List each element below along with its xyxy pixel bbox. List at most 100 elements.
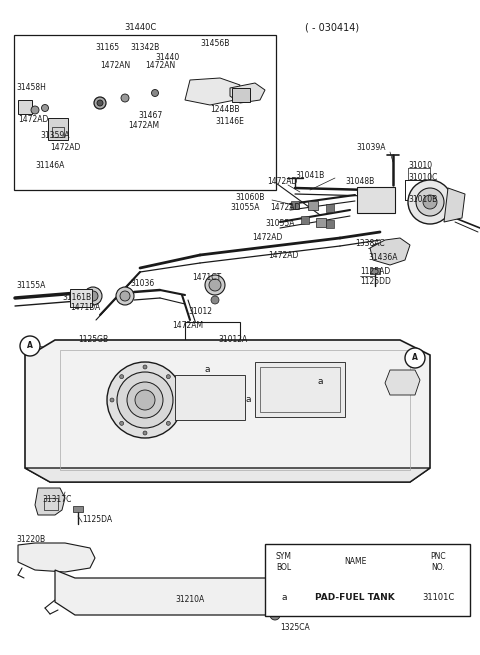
Circle shape bbox=[31, 106, 39, 114]
Text: 31101C: 31101C bbox=[422, 593, 455, 603]
Text: 1472AD: 1472AD bbox=[18, 115, 48, 124]
Text: 31010C: 31010C bbox=[408, 174, 437, 183]
Circle shape bbox=[405, 348, 425, 368]
Bar bbox=[54, 342, 62, 349]
Text: 1472AD: 1472AD bbox=[270, 204, 300, 212]
Text: 31055A: 31055A bbox=[265, 219, 295, 229]
Text: 1244BB: 1244BB bbox=[210, 105, 240, 115]
Text: ( - 030414): ( - 030414) bbox=[305, 22, 359, 32]
Circle shape bbox=[211, 296, 219, 304]
Circle shape bbox=[120, 421, 124, 425]
Circle shape bbox=[116, 287, 134, 305]
Polygon shape bbox=[444, 188, 465, 222]
Text: 31210A: 31210A bbox=[175, 595, 204, 605]
Text: 31146E: 31146E bbox=[215, 117, 244, 126]
Bar bbox=[232, 88, 250, 102]
Text: 1125AD: 1125AD bbox=[360, 267, 390, 276]
Circle shape bbox=[97, 100, 103, 106]
Text: a: a bbox=[245, 396, 251, 405]
Circle shape bbox=[167, 375, 170, 379]
Text: a: a bbox=[317, 377, 323, 386]
Polygon shape bbox=[385, 370, 420, 395]
Text: 31146A: 31146A bbox=[35, 160, 64, 170]
Text: 31055A: 31055A bbox=[230, 204, 260, 212]
Text: 31165: 31165 bbox=[95, 43, 119, 52]
Text: A: A bbox=[412, 354, 418, 362]
Bar bbox=[18, 100, 32, 114]
Polygon shape bbox=[25, 340, 430, 482]
Text: SYM
BOL: SYM BOL bbox=[276, 552, 292, 572]
Bar bbox=[44, 498, 58, 510]
Circle shape bbox=[270, 610, 280, 620]
Text: 31041B: 31041B bbox=[295, 170, 324, 179]
Bar bbox=[265, 544, 470, 616]
Circle shape bbox=[120, 375, 124, 379]
Text: 31440C: 31440C bbox=[124, 22, 156, 31]
Circle shape bbox=[372, 244, 380, 252]
Circle shape bbox=[135, 390, 155, 410]
Polygon shape bbox=[55, 570, 375, 615]
Circle shape bbox=[423, 195, 437, 209]
Circle shape bbox=[117, 372, 173, 428]
Text: 1472AM: 1472AM bbox=[128, 121, 159, 130]
Bar bbox=[357, 187, 395, 213]
Circle shape bbox=[120, 291, 130, 301]
Circle shape bbox=[94, 97, 106, 109]
Text: 1472AM: 1472AM bbox=[172, 320, 203, 329]
Text: A: A bbox=[27, 341, 33, 350]
Bar bbox=[301, 216, 309, 224]
Text: 31456B: 31456B bbox=[200, 39, 229, 48]
Text: 31012: 31012 bbox=[188, 307, 212, 316]
Text: 31317C: 31317C bbox=[42, 495, 72, 504]
Circle shape bbox=[88, 291, 98, 301]
Text: 1125DD: 1125DD bbox=[360, 278, 391, 286]
Text: 1471DA: 1471DA bbox=[70, 303, 100, 312]
Text: 1472AD: 1472AD bbox=[267, 178, 298, 187]
Bar bbox=[291, 201, 299, 209]
Text: 31036: 31036 bbox=[130, 278, 154, 288]
Text: NAME: NAME bbox=[344, 557, 366, 567]
Polygon shape bbox=[185, 78, 240, 105]
Circle shape bbox=[121, 94, 129, 102]
Circle shape bbox=[84, 287, 102, 305]
Bar bbox=[370, 268, 380, 274]
Bar bbox=[14, 35, 276, 190]
Polygon shape bbox=[230, 83, 265, 103]
Text: 1471CT: 1471CT bbox=[192, 272, 221, 282]
Bar bbox=[48, 118, 68, 140]
Bar bbox=[326, 204, 334, 212]
Text: 31048B: 31048B bbox=[345, 178, 374, 187]
Text: a: a bbox=[204, 365, 210, 375]
Text: 1325CA: 1325CA bbox=[280, 624, 310, 633]
Circle shape bbox=[110, 398, 114, 402]
Text: 31010: 31010 bbox=[408, 160, 432, 170]
Text: 1125DA: 1125DA bbox=[82, 515, 112, 525]
Bar bbox=[316, 218, 326, 227]
Text: 31436A: 31436A bbox=[368, 253, 397, 263]
Text: 31467: 31467 bbox=[138, 111, 162, 119]
Bar bbox=[60, 350, 410, 470]
Text: 1472AN: 1472AN bbox=[145, 60, 175, 69]
Bar bbox=[73, 506, 83, 512]
Polygon shape bbox=[18, 543, 95, 572]
Bar bbox=[260, 367, 340, 412]
Text: 1125GB: 1125GB bbox=[78, 335, 108, 345]
Text: 1338AC: 1338AC bbox=[355, 240, 384, 248]
Circle shape bbox=[127, 382, 163, 418]
Circle shape bbox=[416, 188, 444, 216]
Circle shape bbox=[176, 398, 180, 402]
Circle shape bbox=[167, 421, 170, 425]
Bar bbox=[52, 127, 64, 137]
Circle shape bbox=[143, 365, 147, 369]
Circle shape bbox=[205, 275, 225, 295]
Text: 31060B: 31060B bbox=[235, 193, 264, 202]
Circle shape bbox=[143, 431, 147, 435]
Polygon shape bbox=[25, 468, 430, 482]
Text: 31012A: 31012A bbox=[218, 335, 247, 345]
Circle shape bbox=[20, 336, 40, 356]
Circle shape bbox=[107, 362, 183, 438]
Bar bbox=[326, 220, 334, 228]
Bar bbox=[185, 322, 240, 360]
Text: 31440: 31440 bbox=[155, 54, 179, 62]
Text: 31458H: 31458H bbox=[16, 83, 46, 92]
